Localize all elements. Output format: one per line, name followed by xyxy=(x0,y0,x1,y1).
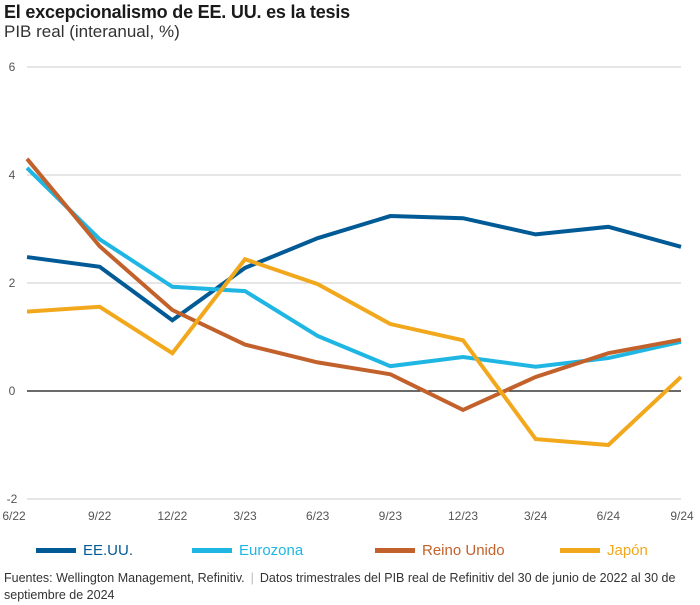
x-tick-label: 12/22 xyxy=(157,509,187,523)
chart-title: El excepcionalismo de EE. UU. es la tesi… xyxy=(4,2,350,22)
y-tick-label: 6 xyxy=(9,60,16,74)
legend-label: Eurozona xyxy=(239,542,304,559)
legend-label: Japón xyxy=(607,542,648,559)
legend-item: Eurozona xyxy=(192,542,303,559)
legend-swatch xyxy=(560,548,600,553)
y-tick-label: 2 xyxy=(9,276,16,290)
x-tick-label: 9/23 xyxy=(379,509,403,523)
x-tick-label: 6/24 xyxy=(597,509,621,523)
footer-separator: | xyxy=(250,571,254,585)
legend-item: Japón xyxy=(560,542,648,559)
series-line-reino-unido xyxy=(25,157,682,413)
legend-swatch xyxy=(36,548,76,553)
x-tick-label: 9/24 xyxy=(670,509,694,523)
chart-subtitle: PIB real (interanual, %) xyxy=(4,22,180,41)
x-axis-ticks: 6/22 9/22 12/22 3/23 6/23 9/23 12/23 3/24 6/24 9/… xyxy=(2,509,694,523)
y-tick-label: 4 xyxy=(9,168,16,182)
x-tick-label: 12/23 xyxy=(448,509,478,523)
series-line-jap-n xyxy=(26,256,683,448)
data-note: Datos trimestrales del PIB real de Refin… xyxy=(4,571,676,602)
y-tick-label: -2 xyxy=(7,492,18,506)
series-line-ee-uu- xyxy=(26,214,682,323)
x-tick-label: 6/22 xyxy=(2,509,26,523)
footer: Fuentes: Wellington Management, Refiniti… xyxy=(4,570,694,604)
sources-text: Fuentes: Wellington Management, Refiniti… xyxy=(4,571,245,585)
legend-item: Reino Unido xyxy=(375,542,505,559)
legend-label: Reino Unido xyxy=(422,542,505,559)
x-tick-label: 3/24 xyxy=(524,509,548,523)
legend-label: EE.UU. xyxy=(83,542,134,559)
y-axis-ticks: 6 4 2 0 -2 xyxy=(7,60,18,506)
y-tick-label: 0 xyxy=(9,384,16,398)
legend: EE.UU. Eurozona Reino Unido Japón xyxy=(0,542,700,564)
series-line-eurozona xyxy=(25,166,682,369)
series-lines xyxy=(25,157,683,448)
x-tick-label: 9/22 xyxy=(88,509,112,523)
x-tick-label: 3/23 xyxy=(233,509,257,523)
line-chart: 6 4 2 0 -2 6/22 9/22 12/22 3/23 6/23 9/23 12/23 3/2… xyxy=(2,60,694,523)
gridlines xyxy=(27,66,681,500)
legend-swatch xyxy=(375,548,415,553)
x-tick-label: 6/23 xyxy=(306,509,330,523)
legend-swatch xyxy=(192,548,232,553)
legend-item: EE.UU. xyxy=(36,542,133,559)
